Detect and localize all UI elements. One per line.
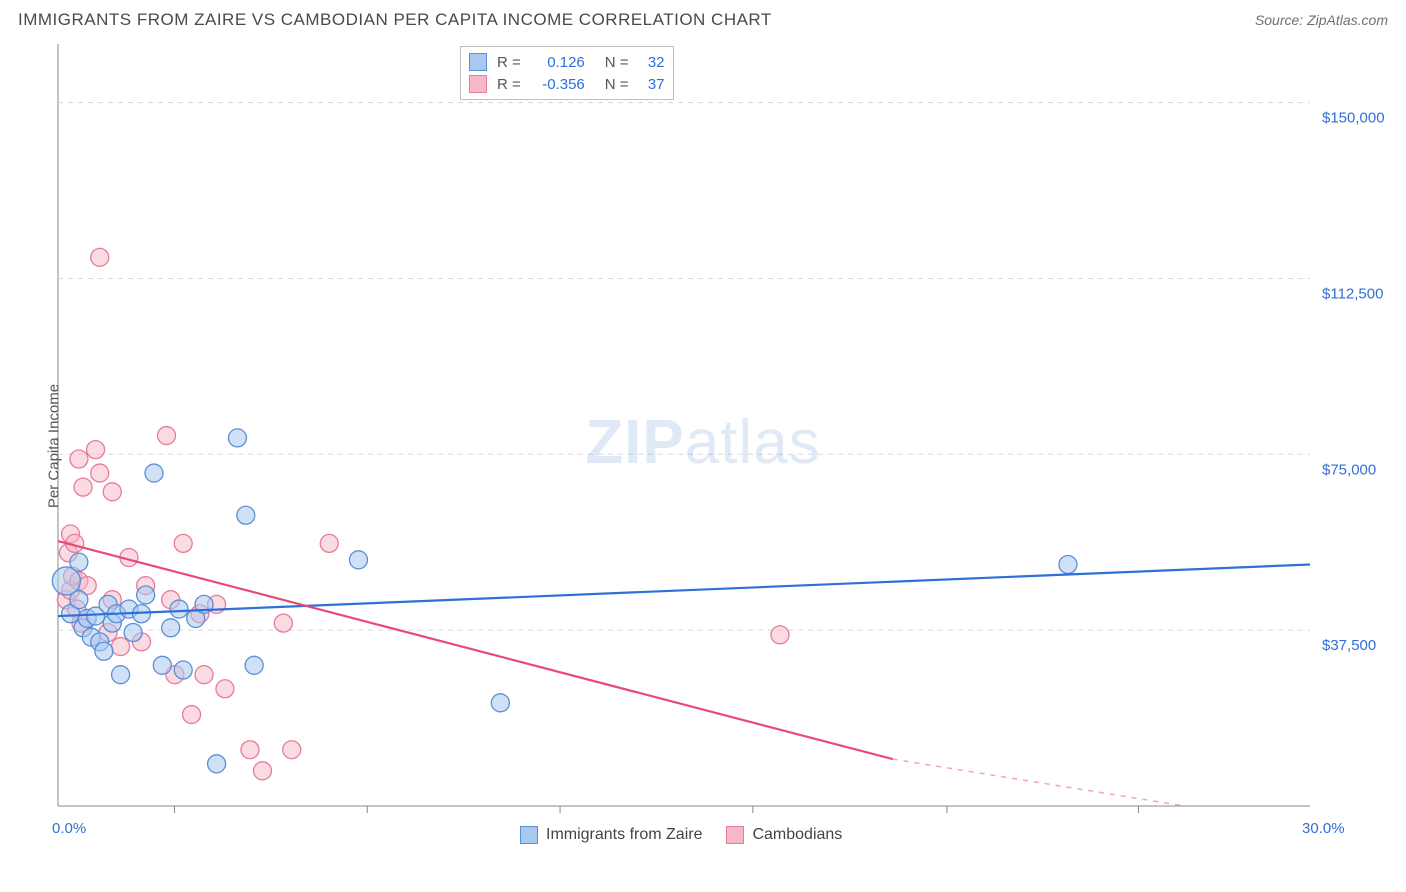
zaire-point: [153, 656, 171, 674]
cambodians-point: [91, 248, 109, 266]
zaire-point: [124, 623, 142, 641]
cambodians-point: [112, 638, 130, 656]
zaire-point: [70, 591, 88, 609]
cambodians-point: [158, 427, 176, 445]
zaire-point: [137, 586, 155, 604]
y-gridline-label: $75,000: [1322, 461, 1376, 478]
series-legend: Immigrants from Zaire Cambodians: [520, 826, 842, 844]
cambodians-point: [87, 441, 105, 459]
cambodians-point: [103, 483, 121, 501]
cambodians-point: [216, 680, 234, 698]
swatch-icon: [469, 75, 487, 93]
chart-canvas: $37,500 $75,000 $112,500 $150,000: [10, 36, 1396, 856]
cambodians-point: [74, 478, 92, 496]
cambodians-point: [91, 464, 109, 482]
y-gridline-label: $112,500: [1322, 285, 1383, 302]
legend-item-cambodians: Cambodians: [726, 826, 842, 844]
zaire-point: [170, 600, 188, 618]
cambodians-point: [70, 450, 88, 468]
zaire-point: [162, 619, 180, 637]
cambodians-point: [320, 534, 338, 552]
chart-title: IMMIGRANTS FROM ZAIRE VS CAMBODIAN PER C…: [18, 10, 772, 30]
cambodians-point: [183, 706, 201, 724]
y-axis-label: Per Capita Income: [46, 384, 63, 508]
swatch-icon: [726, 826, 744, 844]
zaire-point: [208, 755, 226, 773]
cambodians-point: [241, 741, 259, 759]
swatch-icon: [520, 826, 538, 844]
swatch-icon: [469, 53, 487, 71]
zaire-point: [245, 656, 263, 674]
correlation-chart: Per Capita Income ZIPatlas $37,500$75,00…: [10, 36, 1396, 856]
legend-item-zaire: Immigrants from Zaire: [520, 826, 702, 844]
zaire-point: [112, 666, 130, 684]
zaire-point: [237, 506, 255, 524]
cambodians-point: [195, 666, 213, 684]
zaire-point: [95, 642, 113, 660]
legend-label: Immigrants from Zaire: [546, 826, 702, 844]
zaire-point: [70, 553, 88, 571]
source-credit: Source: ZipAtlas.com: [1255, 12, 1388, 28]
x-axis-max-label: 30.0%: [1302, 820, 1345, 837]
legend-row-zaire: R =0.126N =32: [469, 51, 665, 73]
correlation-legend: R =0.126N =32R =-0.356N =37: [460, 46, 674, 100]
y-gridline-label: $37,500: [1322, 637, 1376, 654]
cambodians-point: [283, 741, 301, 759]
zaire-point: [145, 464, 163, 482]
zaire-point: [349, 551, 367, 569]
cambodians-point: [771, 626, 789, 644]
legend-row-cambodians: R =-0.356N =37: [469, 73, 665, 95]
cambodians-trendline: [58, 541, 893, 759]
cambodians-point: [274, 614, 292, 632]
zaire-point: [1059, 556, 1077, 574]
y-gridline-label: $150,000: [1322, 110, 1385, 127]
cambodians-point: [253, 762, 271, 780]
legend-label: Cambodians: [752, 826, 842, 844]
zaire-point: [228, 429, 246, 447]
zaire-point: [174, 661, 192, 679]
x-axis-min-label: 0.0%: [52, 820, 86, 837]
zaire-point: [491, 694, 509, 712]
cambodians-point: [174, 534, 192, 552]
